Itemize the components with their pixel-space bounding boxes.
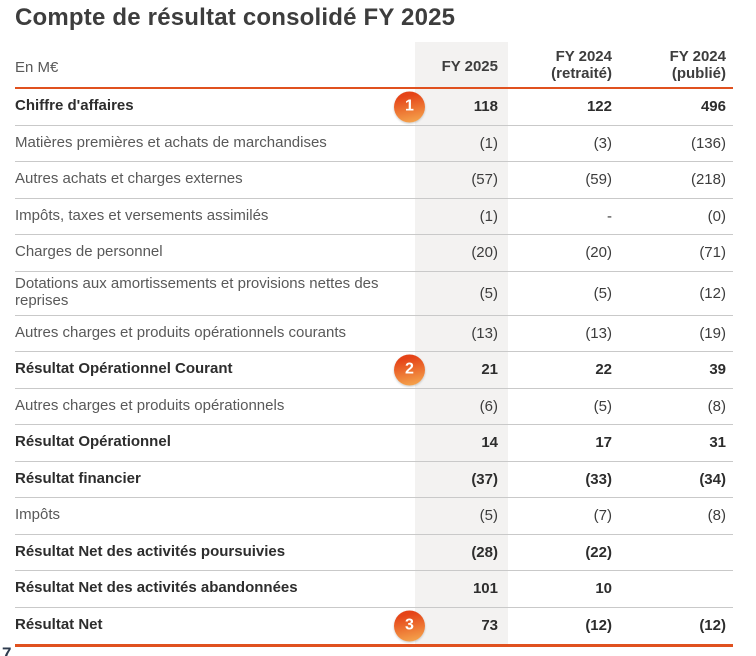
value-fy2024-retraite: (22) xyxy=(585,543,612,561)
table-row: Autres achats et charges externes (57) (… xyxy=(15,162,733,199)
table-row: Résultat financier (37) (33) (34) xyxy=(15,461,733,498)
value-fy2024-retraite: (12) xyxy=(585,617,612,635)
value-fy2025: 73 xyxy=(415,607,508,644)
row-label: Autres charges et produits opérationnels… xyxy=(15,323,347,341)
value-fy2024-publie: 39 xyxy=(709,361,726,379)
step-badge: 1 xyxy=(394,91,425,123)
value-fy2024-retraite: (20) xyxy=(585,244,612,262)
step-badge: 3 xyxy=(394,610,425,642)
row-label: Chiffre d'affaires xyxy=(15,97,134,115)
value-fy2024-retraite: (13) xyxy=(585,324,612,342)
table-body: 1 Chiffre d'affaires 118 122 496 Matière… xyxy=(15,89,733,644)
value-fy2025: (5) xyxy=(415,498,508,534)
row-label: Résultat Net des activités abandonnées xyxy=(15,579,298,597)
value-fy2025: 14 xyxy=(415,425,508,461)
row-label: Autres charges et produits opérationnels xyxy=(15,396,285,414)
table-header: En M€ FY 2025 FY 2024 (retraité) FY 2024… xyxy=(15,42,733,87)
row-label: Résultat financier xyxy=(15,469,141,487)
value-fy2024-publie: (71) xyxy=(699,244,726,262)
step-badge: 2 xyxy=(394,354,425,386)
value-fy2025: (13) xyxy=(415,315,508,351)
value-fy2024-publie: (0) xyxy=(707,207,726,225)
column-header-fy2024-retraite: FY 2024 (retraité) xyxy=(508,42,620,87)
value-fy2024-publie: (8) xyxy=(707,397,726,415)
table-row: Impôts, taxes et versements assimilés (1… xyxy=(15,198,733,235)
column-header-fy2024-publie: FY 2024 (publié) xyxy=(620,42,733,87)
value-fy2025: (20) xyxy=(415,235,508,271)
value-fy2025: (28) xyxy=(415,534,508,570)
row-label: Impôts xyxy=(15,506,61,524)
bottom-divider xyxy=(15,644,733,647)
table-row: Impôts (5) (7) (8) xyxy=(15,498,733,535)
column-header-label: FY 2024 xyxy=(555,47,612,65)
row-label: Résultat Net xyxy=(15,616,103,634)
value-fy2024-publie: (19) xyxy=(699,324,726,342)
income-statement-table: En M€ FY 2025 FY 2024 (retraité) FY 2024… xyxy=(15,42,733,647)
table-row: Autres charges et produits opérationnels… xyxy=(15,315,733,352)
row-label: Impôts, taxes et versements assimilés xyxy=(15,206,269,224)
value-fy2024-publie xyxy=(620,535,733,571)
row-label: Charges de personnel xyxy=(15,243,163,261)
value-fy2024-retraite: (7) xyxy=(593,507,612,525)
value-fy2024-retraite: 17 xyxy=(595,434,612,452)
value-fy2024-publie: (34) xyxy=(699,470,726,488)
page-number: 7 xyxy=(2,644,12,656)
column-header-fy2025: FY 2025 xyxy=(415,42,508,87)
header-divider xyxy=(15,87,733,89)
value-fy2025: (5) xyxy=(415,271,508,315)
value-fy2024-retraite: (33) xyxy=(585,470,612,488)
row-label: Résultat Net des activités poursuivies xyxy=(15,542,286,560)
unit-label: En M€ xyxy=(15,59,59,76)
table-row: Résultat Net des activités abandonnées 1… xyxy=(15,571,733,608)
table-row: 3 Résultat Net 73 (12) (12) xyxy=(15,607,733,644)
table-row: 1 Chiffre d'affaires 118 122 496 xyxy=(15,89,733,126)
value-fy2024-publie: (8) xyxy=(707,507,726,525)
value-fy2024-publie: (12) xyxy=(699,284,726,302)
row-label: Matières premières et achats de marchand… xyxy=(15,133,327,151)
table-row: Charges de personnel (20) (20) (71) xyxy=(15,235,733,272)
value-fy2025: 101 xyxy=(415,571,508,607)
column-header-sublabel: (publié) xyxy=(671,65,726,83)
value-fy2025: (6) xyxy=(415,388,508,424)
value-fy2024-retraite: 22 xyxy=(595,361,612,379)
column-header-label: FY 2025 xyxy=(441,58,498,76)
value-fy2024-retraite: (59) xyxy=(585,171,612,189)
table-row: 2 Résultat Opérationnel Courant 21 22 39 xyxy=(15,352,733,389)
value-fy2024-retraite: - xyxy=(607,207,612,225)
row-label: Résultat Opérationnel Courant xyxy=(15,360,233,378)
value-fy2024-retraite: (5) xyxy=(593,397,612,415)
value-fy2025: 21 xyxy=(415,352,508,388)
value-fy2024-retraite: (3) xyxy=(593,134,612,152)
value-fy2024-publie: (12) xyxy=(699,617,726,635)
table-row: Résultat Net des activités poursuivies (… xyxy=(15,534,733,571)
value-fy2024-publie: (136) xyxy=(690,134,726,152)
column-header-sublabel: (retraité) xyxy=(551,65,612,83)
value-fy2024-publie: 496 xyxy=(700,98,726,116)
value-fy2024-publie: 31 xyxy=(709,434,726,452)
row-label: Autres achats et charges externes xyxy=(15,170,243,188)
value-fy2024-retraite: (5) xyxy=(593,284,612,302)
value-fy2024-retraite: 10 xyxy=(595,580,612,598)
page-title: Compte de résultat consolidé FY 2025 xyxy=(15,4,456,31)
value-fy2025: (1) xyxy=(415,125,508,161)
column-header-label: FY 2024 xyxy=(669,47,726,65)
value-fy2025: 118 xyxy=(415,89,508,125)
table-row: Matières premières et achats de marchand… xyxy=(15,125,733,162)
row-label: Dotations aux amortissements et provisio… xyxy=(15,275,379,309)
table-row: Dotations aux amortissements et provisio… xyxy=(15,271,733,316)
value-fy2024-publie: (218) xyxy=(690,171,726,189)
value-fy2025: (1) xyxy=(415,198,508,234)
row-label: Résultat Opérationnel xyxy=(15,433,171,451)
value-fy2025: (37) xyxy=(415,461,508,497)
table-row: Résultat Opérationnel 14 17 31 xyxy=(15,425,733,462)
table-row: Autres charges et produits opérationnels… xyxy=(15,388,733,425)
value-fy2025: (57) xyxy=(415,162,508,198)
value-fy2024-retraite: 122 xyxy=(586,98,612,116)
value-fy2024-publie xyxy=(620,571,733,607)
